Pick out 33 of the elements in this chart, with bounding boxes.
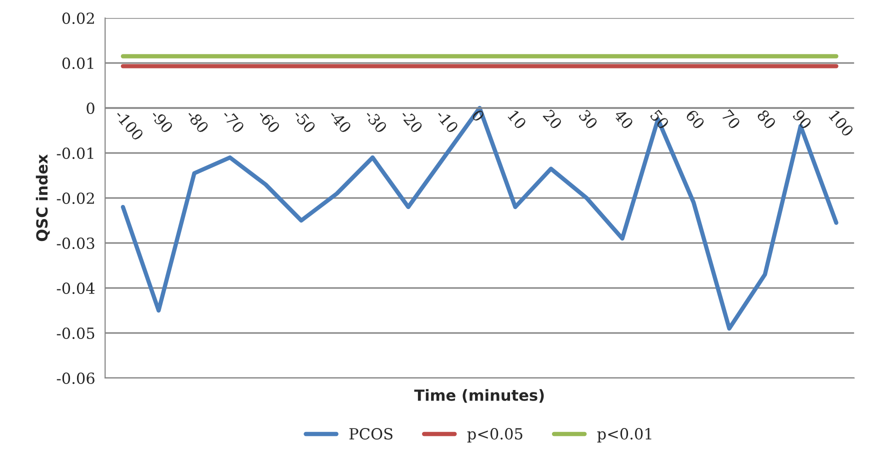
y-tick-label: -0.06 [56, 372, 94, 384]
x-tick-label: 20 [542, 108, 563, 130]
y-tick-label: -0.05 [56, 327, 94, 340]
x-tick-label: 90 [792, 108, 812, 130]
x-tick-label: -50 [292, 108, 316, 134]
x-axis-title: Time (minutes) [414, 389, 544, 403]
x-tick-label: 0 [471, 108, 485, 122]
x-tick-label: -40 [328, 108, 352, 134]
y-tick-label: -0.04 [56, 282, 95, 294]
x-tick-label: -60 [256, 108, 281, 134]
x-tick-label: 100 [828, 110, 854, 138]
x-tick-label: -80 [186, 108, 210, 134]
x-tick-label: 80 [756, 108, 777, 130]
legend-label: p<0.05 [467, 428, 522, 443]
y-tick-label: -0.02 [56, 192, 94, 204]
y-tick-label: 0.01 [62, 57, 94, 70]
x-tick-label: -20 [400, 108, 424, 134]
x-tick-label: 30 [578, 109, 598, 130]
y-axis-title: QSC index [36, 154, 50, 242]
x-tick-label: -90 [150, 108, 174, 134]
x-tick-label: 10 [507, 110, 527, 130]
x-tick-label: 40 [614, 108, 634, 130]
x-tick-label: -10 [435, 108, 459, 134]
y-tick-label: -0.01 [56, 147, 94, 160]
legend-label: p<0.01 [597, 428, 652, 443]
x-tick-label: 60 [685, 108, 706, 130]
x-tick-label: -70 [221, 108, 245, 134]
y-tick-label: -0.03 [56, 237, 94, 250]
y-tick-label: 0.02 [62, 12, 94, 24]
x-tick-label: 50 [650, 109, 670, 130]
x-tick-label: 70 [721, 109, 741, 130]
legend-label: PCOS [349, 428, 392, 440]
x-tick-label: -30 [364, 108, 388, 134]
